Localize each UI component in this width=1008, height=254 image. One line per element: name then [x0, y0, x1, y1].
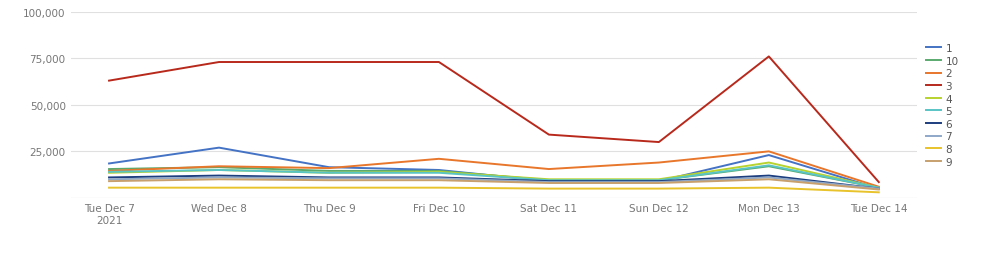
- 3: [213, 61, 225, 64]
- 1: [873, 187, 885, 190]
- 6: [873, 187, 885, 190]
- 8: [543, 187, 555, 190]
- Line: 4: 4: [109, 163, 879, 188]
- 4: [543, 178, 555, 181]
- Line: 8: 8: [109, 188, 879, 193]
- 1: [543, 180, 555, 183]
- 7: [653, 181, 665, 184]
- 3: [323, 61, 335, 64]
- 9: [543, 182, 555, 185]
- 7: [543, 181, 555, 184]
- 8: [873, 191, 885, 194]
- 3: [763, 56, 775, 59]
- 4: [653, 178, 665, 181]
- Line: 6: 6: [109, 176, 879, 189]
- 3: [432, 61, 445, 64]
- Line: 5: 5: [109, 166, 879, 188]
- 2: [323, 167, 335, 170]
- 3: [103, 80, 115, 83]
- 7: [323, 177, 335, 180]
- 9: [873, 188, 885, 191]
- 1: [323, 166, 335, 169]
- 9: [653, 182, 665, 185]
- Line: 1: 1: [109, 148, 879, 189]
- 10: [873, 186, 885, 189]
- 7: [213, 176, 225, 179]
- Line: 3: 3: [109, 57, 879, 182]
- 7: [873, 187, 885, 190]
- 6: [763, 174, 775, 177]
- 10: [653, 179, 665, 182]
- 4: [763, 161, 775, 164]
- 3: [653, 141, 665, 144]
- 6: [653, 180, 665, 183]
- 5: [103, 171, 115, 174]
- 2: [763, 150, 775, 153]
- 5: [432, 171, 445, 174]
- 9: [763, 178, 775, 181]
- 1: [213, 147, 225, 150]
- 2: [873, 185, 885, 188]
- 6: [432, 176, 445, 179]
- 6: [543, 180, 555, 183]
- 1: [763, 154, 775, 157]
- 10: [213, 166, 225, 169]
- 4: [323, 171, 335, 174]
- 10: [103, 168, 115, 171]
- 2: [213, 165, 225, 168]
- Line: 9: 9: [109, 180, 879, 190]
- 10: [543, 179, 555, 182]
- 7: [103, 178, 115, 181]
- 1: [432, 169, 445, 172]
- 8: [763, 186, 775, 189]
- 4: [432, 171, 445, 174]
- 6: [103, 176, 115, 179]
- 2: [653, 161, 665, 164]
- 9: [103, 180, 115, 183]
- 8: [432, 186, 445, 189]
- 10: [432, 170, 445, 173]
- 8: [103, 186, 115, 189]
- 1: [103, 162, 115, 165]
- 3: [543, 134, 555, 137]
- 10: [323, 170, 335, 173]
- 5: [323, 171, 335, 174]
- 3: [873, 181, 885, 184]
- 4: [213, 169, 225, 172]
- 5: [543, 179, 555, 182]
- 8: [213, 186, 225, 189]
- 8: [323, 186, 335, 189]
- 9: [213, 178, 225, 181]
- 4: [873, 186, 885, 189]
- Legend: 1, 10, 2, 3, 4, 5, 6, 7, 8, 9: 1, 10, 2, 3, 4, 5, 6, 7, 8, 9: [921, 40, 963, 171]
- 9: [432, 179, 445, 182]
- 2: [432, 158, 445, 161]
- 7: [763, 176, 775, 179]
- 5: [873, 186, 885, 189]
- 6: [323, 176, 335, 179]
- 2: [103, 170, 115, 173]
- 10: [763, 165, 775, 168]
- Line: 2: 2: [109, 152, 879, 187]
- 1: [653, 180, 665, 183]
- 6: [213, 174, 225, 177]
- 9: [323, 179, 335, 182]
- 8: [653, 187, 665, 190]
- 5: [763, 164, 775, 167]
- Line: 7: 7: [109, 178, 879, 189]
- Line: 10: 10: [109, 167, 879, 188]
- 7: [432, 177, 445, 180]
- 4: [103, 171, 115, 174]
- 5: [653, 179, 665, 182]
- 2: [543, 168, 555, 171]
- 5: [213, 169, 225, 172]
